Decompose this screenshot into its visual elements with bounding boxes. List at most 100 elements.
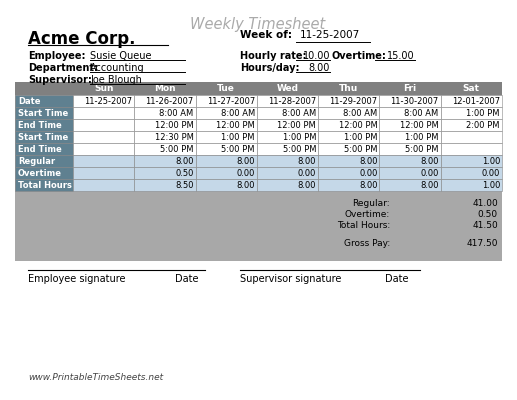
- Text: 1.00: 1.00: [482, 180, 500, 190]
- Bar: [379, 131, 440, 143]
- Text: 0.50: 0.50: [478, 210, 498, 219]
- Bar: [195, 179, 257, 191]
- Bar: [318, 131, 379, 143]
- Text: 8.00: 8.00: [359, 180, 377, 190]
- Text: Overtime: Overtime: [18, 168, 62, 178]
- Bar: [257, 95, 318, 107]
- Text: Date: Date: [18, 96, 40, 106]
- Text: 0.00: 0.00: [298, 168, 316, 178]
- Bar: [440, 143, 502, 155]
- Bar: [318, 155, 379, 167]
- Bar: [73, 167, 134, 179]
- Text: 12-01-2007: 12-01-2007: [452, 96, 500, 106]
- Bar: [134, 143, 195, 155]
- Bar: [15, 95, 73, 107]
- Text: 12:00 PM: 12:00 PM: [216, 120, 255, 130]
- Bar: [257, 107, 318, 119]
- Text: Accounting: Accounting: [90, 63, 145, 73]
- Text: 1.00: 1.00: [482, 156, 500, 166]
- Bar: [379, 179, 440, 191]
- Text: 417.50: 417.50: [466, 239, 498, 248]
- Bar: [257, 179, 318, 191]
- Text: 12:00 PM: 12:00 PM: [400, 120, 439, 130]
- Text: www.PrintableTimeSheets.net: www.PrintableTimeSheets.net: [28, 373, 163, 382]
- Bar: [134, 107, 195, 119]
- Text: 0.50: 0.50: [175, 168, 193, 178]
- Text: Thu: Thu: [339, 84, 358, 93]
- Text: 5:00 PM: 5:00 PM: [405, 144, 439, 154]
- Bar: [318, 119, 379, 131]
- Text: Employee:: Employee:: [28, 51, 85, 61]
- Bar: [195, 107, 257, 119]
- Text: 1:00 PM: 1:00 PM: [221, 132, 255, 142]
- Bar: [73, 107, 134, 119]
- Text: 8:00 AM: 8:00 AM: [159, 108, 193, 118]
- Text: Weekly Timesheet: Weekly Timesheet: [190, 17, 326, 32]
- Bar: [440, 107, 502, 119]
- Bar: [379, 167, 440, 179]
- Text: Start Time: Start Time: [18, 108, 68, 118]
- Text: 8.50: 8.50: [175, 180, 193, 190]
- Text: Hours/day:: Hours/day:: [240, 63, 299, 73]
- Bar: [318, 95, 379, 107]
- Text: End Time: End Time: [18, 144, 62, 154]
- Text: 41.50: 41.50: [472, 221, 498, 230]
- Bar: [318, 179, 379, 191]
- Bar: [257, 131, 318, 143]
- Text: Date: Date: [385, 274, 408, 284]
- Text: 8:00 AM: 8:00 AM: [221, 108, 255, 118]
- Text: 11-28-2007: 11-28-2007: [268, 96, 316, 106]
- Text: Overtime:: Overtime:: [332, 51, 387, 61]
- Bar: [379, 107, 440, 119]
- Bar: [15, 82, 502, 95]
- Text: 8.00: 8.00: [236, 180, 255, 190]
- Text: Total Hours:: Total Hours:: [337, 221, 390, 230]
- Bar: [440, 155, 502, 167]
- Text: Regular:: Regular:: [353, 199, 390, 208]
- Text: 5:00 PM: 5:00 PM: [160, 144, 193, 154]
- Text: Mon: Mon: [154, 84, 176, 93]
- Text: 0.00: 0.00: [236, 168, 255, 178]
- Text: 15.00: 15.00: [387, 51, 415, 61]
- Text: Date: Date: [175, 274, 199, 284]
- Bar: [257, 143, 318, 155]
- Text: 8:00 AM: 8:00 AM: [343, 108, 377, 118]
- Text: 12:30 PM: 12:30 PM: [155, 132, 193, 142]
- Text: 8.00: 8.00: [359, 156, 377, 166]
- Bar: [73, 179, 134, 191]
- Bar: [257, 167, 318, 179]
- Bar: [134, 155, 195, 167]
- Bar: [134, 131, 195, 143]
- Bar: [15, 179, 73, 191]
- Text: 5:00 PM: 5:00 PM: [221, 144, 255, 154]
- Text: Joe Blough: Joe Blough: [90, 75, 142, 85]
- Text: Hourly rate:: Hourly rate:: [240, 51, 307, 61]
- Text: 8.00: 8.00: [298, 156, 316, 166]
- Text: Gross Pay:: Gross Pay:: [344, 239, 390, 248]
- Text: 0.00: 0.00: [420, 168, 439, 178]
- Text: 41.00: 41.00: [472, 199, 498, 208]
- Bar: [73, 155, 134, 167]
- Text: 1:00 PM: 1:00 PM: [466, 108, 500, 118]
- Text: 8.00: 8.00: [236, 156, 255, 166]
- Bar: [73, 95, 134, 107]
- Text: 0.00: 0.00: [482, 168, 500, 178]
- Text: Wed: Wed: [277, 84, 298, 93]
- Text: 8.00: 8.00: [309, 63, 330, 73]
- Text: 11-25-2007: 11-25-2007: [300, 30, 360, 40]
- Text: Tue: Tue: [217, 84, 235, 93]
- Text: End Time: End Time: [18, 120, 62, 130]
- Text: Department:: Department:: [28, 63, 98, 73]
- Bar: [318, 143, 379, 155]
- Text: 0.00: 0.00: [359, 168, 377, 178]
- Text: Sat: Sat: [463, 84, 480, 93]
- Bar: [318, 167, 379, 179]
- Text: 11-26-2007: 11-26-2007: [145, 96, 193, 106]
- Text: Total Hours: Total Hours: [18, 180, 72, 190]
- Bar: [134, 95, 195, 107]
- Bar: [195, 95, 257, 107]
- Text: 2:00 PM: 2:00 PM: [466, 120, 500, 130]
- Text: 8.00: 8.00: [298, 180, 316, 190]
- Bar: [15, 119, 73, 131]
- Bar: [318, 107, 379, 119]
